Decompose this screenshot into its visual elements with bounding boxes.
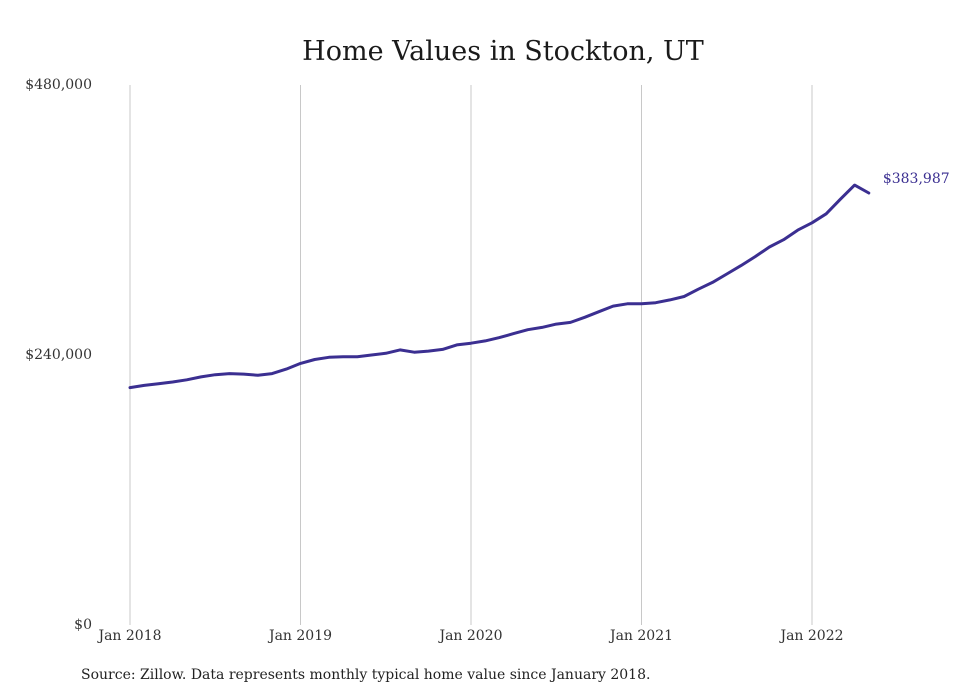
y-axis-ticks: $0 $240,000 $480,000 <box>25 77 92 633</box>
chart-title: Home Values in Stockton, UT <box>302 36 704 67</box>
grid-lines <box>129 85 813 625</box>
y-tick-label: $0 <box>74 617 92 633</box>
x-tick-label: Jan 2018 <box>96 628 161 644</box>
source-note: Source: Zillow. Data represents monthly … <box>81 667 651 683</box>
x-tick-label: Jan 2021 <box>608 628 673 644</box>
x-tick-label: Jan 2022 <box>778 628 843 644</box>
x-tick-label: Jan 2019 <box>267 628 332 644</box>
y-tick-label: $480,000 <box>25 77 92 93</box>
y-tick-label: $240,000 <box>25 347 92 363</box>
x-axis-ticks: Jan 2018 Jan 2019 Jan 2020 Jan 2021 Jan 2022 <box>96 628 843 644</box>
x-tick-label: Jan 2020 <box>437 628 502 644</box>
series-line <box>128 183 871 390</box>
end-value-label: $383,987 <box>883 171 950 187</box>
